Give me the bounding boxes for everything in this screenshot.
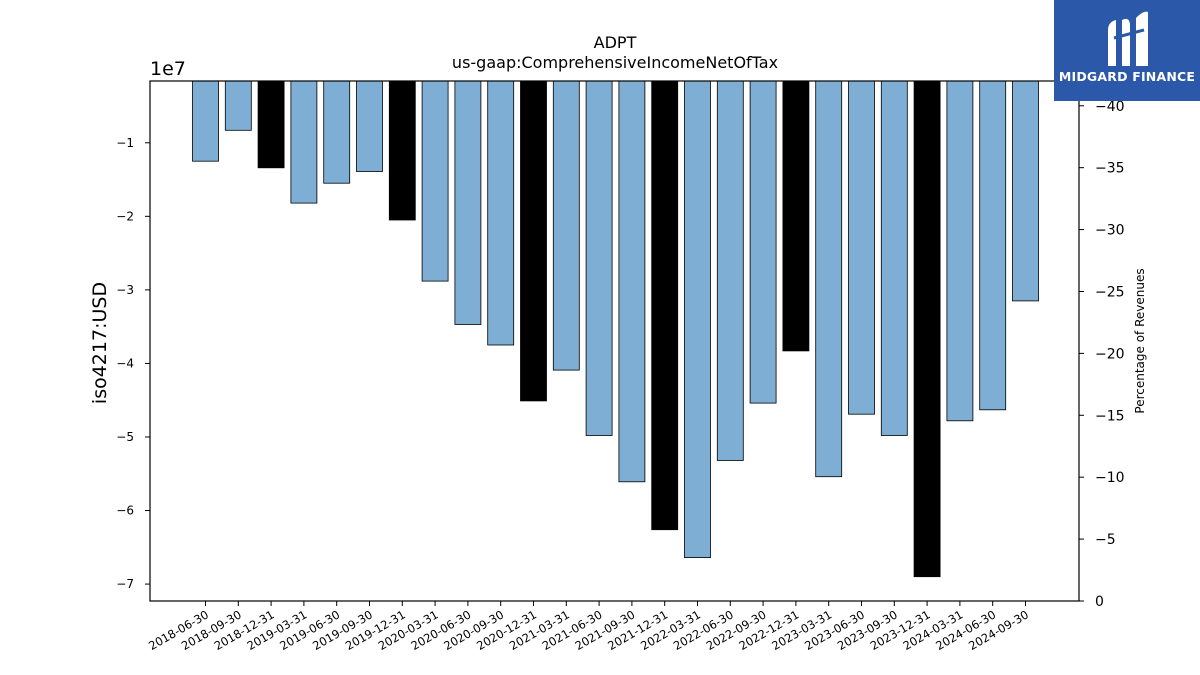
- plot-frame: [149, 80, 1080, 602]
- y2-tick-label: −40: [1095, 99, 1125, 115]
- x-axis-ticks: 2018-06-302018-09-302018-12-312019-03-31…: [146, 601, 1031, 653]
- bar-2023-03-31: [815, 80, 843, 478]
- bar-2023-12-31: [913, 80, 941, 578]
- y-tick-label: −5: [116, 430, 134, 444]
- chart-title: ADPT: [594, 33, 637, 52]
- y-axis-label: iso4217:USD: [89, 282, 111, 404]
- bar-2020-09-30: [487, 80, 515, 346]
- bar-2020-06-30: [454, 80, 482, 325]
- bar-2018-06-30: [192, 80, 219, 162]
- y2-tick-label: −10: [1095, 470, 1125, 486]
- y2-tick-label: −35: [1095, 161, 1125, 177]
- brand-logo: MIDGARD FINANCE: [1054, 0, 1200, 101]
- y-tick-label: −2: [116, 209, 134, 223]
- bar-2024-09-30: [1012, 80, 1039, 302]
- bars-group: [192, 80, 1039, 578]
- y2-axis-ticks: 0 −5 −10 −15 −20 −25 −30 −35 −40: [1079, 99, 1125, 610]
- bar-2022-06-30: [716, 80, 744, 461]
- bar-2018-09-30: [224, 80, 252, 131]
- bar-2023-06-30: [848, 80, 875, 415]
- y-tick-label: −1: [116, 136, 134, 150]
- bar-2019-03-31: [290, 80, 318, 204]
- logo-icon: [1108, 11, 1148, 67]
- y-axis-ticks: −1 −2 −3 −4 −5 −6 −7: [116, 136, 150, 591]
- y-offset-label: 1e7: [150, 58, 186, 80]
- y-tick-label: −6: [116, 504, 134, 518]
- bar-2021-03-31: [552, 80, 580, 371]
- bar-2021-09-30: [618, 80, 646, 483]
- y2-axis-label: Percentage of Revenues: [1133, 268, 1147, 413]
- bar-2019-09-30: [356, 80, 383, 172]
- y2-tick-label: −5: [1095, 532, 1116, 548]
- y2-tick-label: −20: [1095, 346, 1125, 362]
- bar-2021-12-31: [651, 80, 679, 531]
- bar-2020-12-31: [520, 80, 547, 402]
- y2-tick-label: 0: [1095, 594, 1104, 610]
- bar-2022-09-30: [749, 80, 777, 404]
- y2-tick-label: −30: [1095, 223, 1125, 239]
- bar-2022-12-31: [782, 80, 810, 352]
- chart-subtitle: us-gaap:ComprehensiveIncomeNetOfTax: [452, 53, 778, 72]
- bar-2021-06-30: [585, 80, 613, 436]
- bar-2022-03-31: [684, 80, 711, 559]
- y2-tick-label: −25: [1095, 284, 1125, 300]
- y2-tick-label: −15: [1095, 408, 1125, 424]
- y-tick-label: −7: [116, 577, 134, 591]
- bar-2023-09-30: [880, 80, 908, 436]
- bar-2018-12-31: [257, 80, 285, 169]
- y-tick-label: −3: [116, 283, 134, 297]
- y-tick-label: −4: [116, 356, 134, 370]
- bar-2019-12-31: [388, 80, 416, 221]
- bar-2024-06-30: [979, 80, 1007, 411]
- bar-2019-06-30: [323, 80, 351, 184]
- logo-text: MIDGARD FINANCE: [1058, 69, 1196, 84]
- bar-2020-03-31: [421, 80, 449, 282]
- bar-2024-03-31: [946, 80, 974, 422]
